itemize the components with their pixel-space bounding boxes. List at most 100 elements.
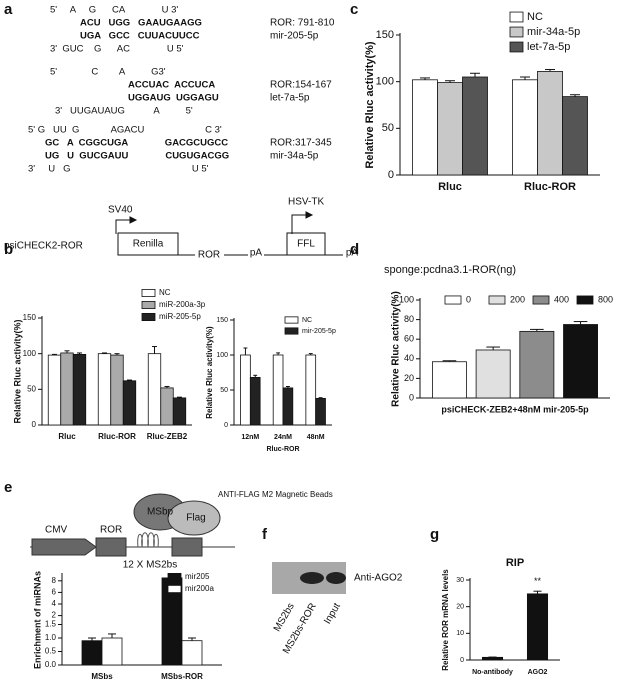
- legend-swatch: [509, 41, 524, 53]
- y-tick-label: 20: [456, 604, 464, 611]
- y-tick-label: 50: [220, 387, 228, 394]
- seq-line: 3' GUC G AC U 5': [50, 44, 184, 55]
- bar: [249, 376, 261, 426]
- y-tick-label: 100: [23, 349, 37, 358]
- bar: [475, 349, 511, 399]
- legend-label: 200: [510, 294, 525, 304]
- x-tick-label: MSbs: [91, 672, 113, 681]
- gene-label: FFL: [297, 239, 315, 250]
- promoter-arrow: [291, 214, 306, 234]
- y-axis-label: Relative ROR mRNA levels: [441, 569, 450, 671]
- legend-swatch: [141, 300, 156, 309]
- legend-label: mir200a: [185, 584, 214, 593]
- chart-title: RIP: [506, 557, 524, 569]
- protein: [167, 500, 221, 536]
- promoter-label: HSV-TK: [288, 197, 324, 208]
- gene-box: [286, 232, 326, 256]
- annotation: **: [534, 576, 542, 586]
- y-tick-label: 50: [382, 122, 394, 134]
- bar: [160, 387, 174, 426]
- x-tick-label: No-antibody: [472, 669, 513, 676]
- element-label: pA: [346, 248, 359, 259]
- bar: [437, 82, 463, 176]
- x-tick-label: 12nM: [241, 434, 259, 441]
- x-tick-label: 24nM: [274, 434, 292, 441]
- seq-label: mir-205-5p: [270, 31, 319, 42]
- lane-label: Input: [322, 601, 343, 626]
- bar: [519, 330, 555, 399]
- x-tick-label: Rluc-ZEB2: [147, 432, 188, 441]
- bar: [172, 397, 187, 426]
- gene-box: [117, 232, 179, 256]
- bar: [563, 324, 598, 399]
- seq-line: 3' U G U 5': [28, 164, 209, 175]
- protein-label: MSbp: [147, 507, 174, 518]
- legend-swatch: [576, 295, 594, 305]
- bar: [412, 79, 438, 176]
- bar: [60, 352, 74, 426]
- y-tick-label: 150: [216, 317, 228, 324]
- bar: [110, 354, 124, 426]
- legend-swatch: [444, 295, 462, 305]
- element-label: CMV: [45, 525, 68, 536]
- x-tick-label: Rluc: [438, 181, 462, 193]
- y-tick-label: 0: [460, 657, 464, 664]
- element-label: ROR: [198, 250, 220, 261]
- legend-swatch: [532, 295, 550, 305]
- legend-swatch: [167, 573, 182, 582]
- y-tick-label: 1.0: [45, 633, 57, 642]
- seq-label: ROR:317-345: [270, 138, 332, 149]
- y-tick-label: 0.0: [45, 660, 57, 669]
- stem-loops: [137, 532, 159, 548]
- legend-label: 800: [598, 294, 613, 304]
- seq-line: UGA GCC CUUACUUCC: [80, 31, 200, 42]
- legend-label: mir-205-5p: [302, 328, 336, 335]
- legend-label: mir205: [185, 572, 210, 581]
- legend-label: miR-205-5p: [159, 312, 201, 321]
- y-tick-label: 40: [404, 353, 414, 363]
- x-tick-label: Rluc-ROR: [98, 432, 136, 441]
- gene-box: [95, 537, 127, 557]
- panel-label: a: [4, 1, 13, 18]
- y-tick-label: 2: [52, 611, 57, 620]
- element-label: ROR: [100, 525, 122, 536]
- y-axis-label: Relative Rluc activity(%): [12, 319, 22, 423]
- seq-label: ROR: 791-810: [270, 18, 335, 29]
- western-blot: Anti-AGO2 MS2bs MS2bs-ROR Input: [272, 562, 403, 656]
- arrow-head: [129, 216, 138, 224]
- panel-label: e: [4, 479, 12, 496]
- panel-label: b: [4, 241, 13, 258]
- bar: [181, 640, 203, 666]
- bar: [481, 656, 504, 661]
- y-tick-label: 60: [404, 334, 414, 344]
- seq-label: let-7a-5p: [270, 93, 310, 104]
- gene-box: [171, 537, 203, 557]
- bar: [97, 353, 112, 426]
- element-label: pA: [250, 248, 263, 259]
- seq-line: 5' G UU G AGACU C 3': [28, 125, 222, 136]
- promoter-label: SV40: [108, 205, 133, 216]
- y-tick-label: 0: [32, 420, 37, 429]
- legend-label: NC: [527, 11, 543, 23]
- seq-line: ACCUAC ACCUCA: [128, 80, 215, 91]
- bar: [72, 353, 87, 426]
- x-tick-label: 48nM: [307, 434, 325, 441]
- bar: [47, 354, 62, 426]
- legend-swatch: [509, 11, 524, 23]
- rip-construct: ANTI-FLAG M2 Magnetic Beads MSbp Flag CM…: [30, 490, 333, 571]
- seq-line: UG U GUCGAUU CUGUGACGG: [45, 151, 229, 162]
- y-tick-label: 100: [216, 352, 228, 359]
- legend-label: let-7a-5p: [527, 41, 570, 53]
- legend-swatch: [141, 288, 156, 297]
- y-tick-label: 8: [52, 576, 57, 585]
- legend-label: NC: [159, 288, 171, 297]
- bar: [272, 354, 284, 426]
- y-tick-label: 0: [224, 422, 228, 429]
- bar: [537, 71, 563, 176]
- y-tick-label: 100: [399, 294, 414, 304]
- y-axis-label: Relative Rluc activity(%): [205, 326, 214, 419]
- legend-label: mir-34a-5p: [527, 26, 580, 38]
- promoter-shape: [31, 538, 97, 556]
- promoter-arrow: [115, 219, 130, 234]
- seq-line: 5' C A G3': [50, 67, 166, 78]
